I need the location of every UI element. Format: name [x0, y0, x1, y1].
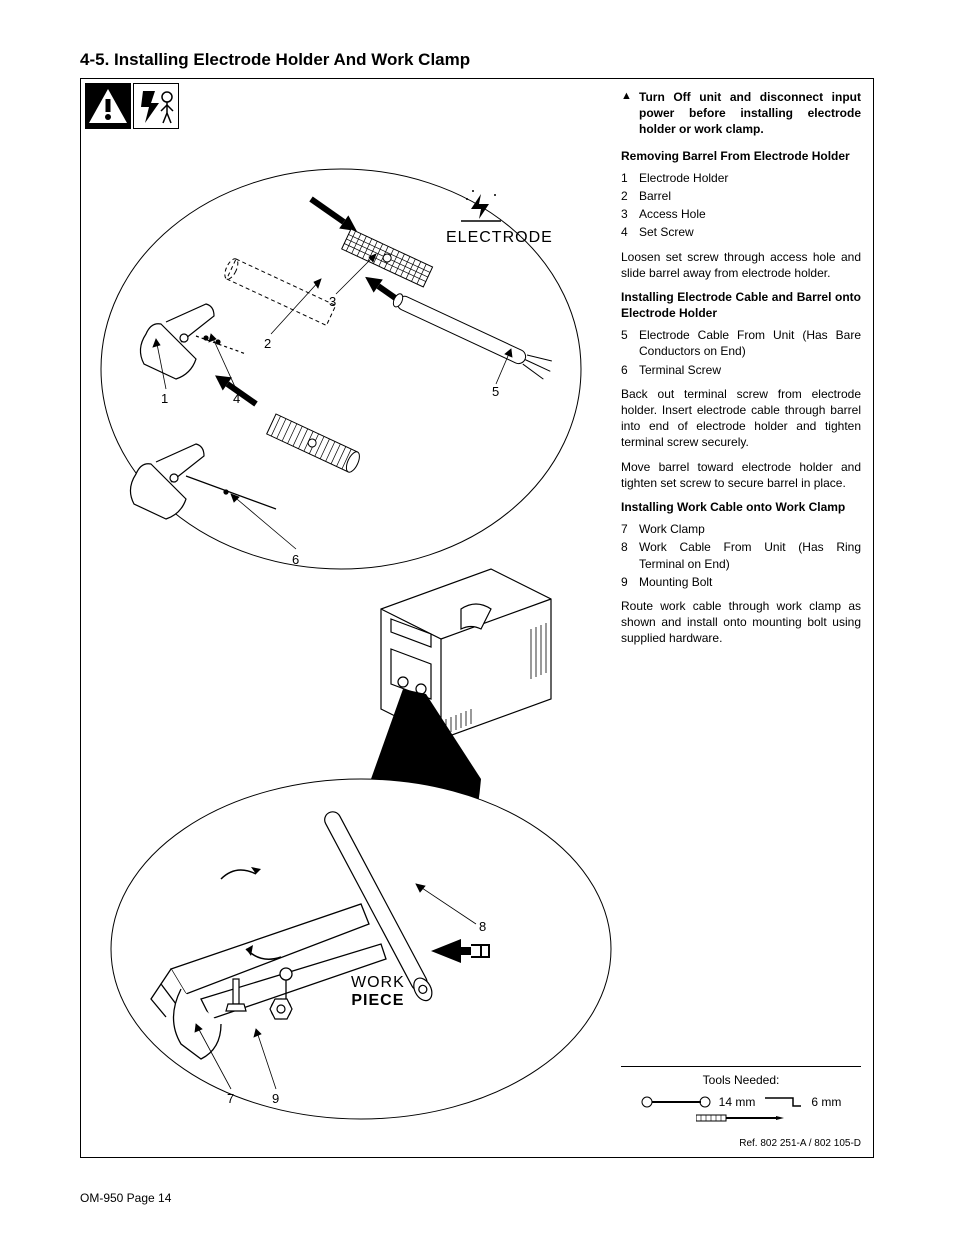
instructions-column: Turn Off unit and disconnect input power… — [621, 89, 861, 654]
tool-size-6mm: 6 mm — [811, 1095, 841, 1109]
list1-t0: Electrode Holder — [639, 170, 728, 186]
work-piece-label: WORK PIECE — [351, 974, 405, 1010]
callout-2: 2 — [264, 336, 271, 351]
list3-t2: Mounting Bolt — [639, 574, 712, 590]
list1-t2: Access Hole — [639, 206, 706, 222]
list3-n2: 9 — [621, 574, 639, 590]
tool-size-14mm: 14 mm — [719, 1095, 756, 1109]
para-route: Route work cable through work clamp as s… — [621, 598, 861, 647]
heading-remove-barrel: Removing Barrel From Electrode Holder — [621, 148, 861, 164]
list2-n1: 6 — [621, 362, 639, 378]
callout-1: 1 — [161, 391, 168, 406]
parts-list-1: 1Electrode Holder 2Barrel 3Access Hole 4… — [621, 170, 861, 241]
heading-install-cable: Installing Electrode Cable and Barrel on… — [621, 289, 861, 321]
callout-8: 8 — [479, 919, 486, 934]
heading-work-cable: Installing Work Cable onto Work Clamp — [621, 499, 861, 515]
list3-n0: 7 — [621, 521, 639, 537]
parts-list-2: 5Electrode Cable From Unit (Has Bare Con… — [621, 327, 861, 378]
list3-t0: Work Clamp — [639, 521, 705, 537]
tools-title: Tools Needed: — [621, 1073, 861, 1087]
list3-t1: Work Cable From Unit (Has Ring Terminal … — [639, 539, 861, 571]
reference-number: Ref. 802 251-A / 802 105-D — [739, 1138, 861, 1149]
list2-n0: 5 — [621, 327, 639, 359]
allen-key-icon — [763, 1095, 803, 1109]
callout-5: 5 — [492, 384, 499, 399]
callout-6: 6 — [292, 552, 299, 567]
list1-t3: Set Screw — [639, 224, 694, 240]
tools-needed-box: Tools Needed: 14 mm 6 mm — [621, 1066, 861, 1127]
para-backout: Back out terminal screw from electrode h… — [621, 386, 861, 451]
list2-t0: Electrode Cable From Unit (Has Bare Cond… — [639, 327, 861, 359]
list2-t1: Terminal Screw — [639, 362, 721, 378]
warning-text: Turn Off unit and disconnect input power… — [639, 89, 861, 138]
parts-list-3: 7Work Clamp 8Work Cable From Unit (Has R… — [621, 521, 861, 590]
list1-n0: 1 — [621, 170, 639, 186]
callout-3: 3 — [329, 294, 336, 309]
section-title: 4-5. Installing Electrode Holder And Wor… — [80, 50, 874, 70]
list1-n3: 4 — [621, 224, 639, 240]
para-loosen: Loosen set screw through access hole and… — [621, 249, 861, 281]
list1-n2: 3 — [621, 206, 639, 222]
callout-9: 9 — [272, 1091, 279, 1106]
callout-7: 7 — [227, 1091, 234, 1106]
list1-t1: Barrel — [639, 188, 671, 204]
para-move-barrel: Move barrel toward electrode holder and … — [621, 459, 861, 491]
list1-n1: 2 — [621, 188, 639, 204]
list3-n1: 8 — [621, 539, 639, 571]
callout-4: 4 — [233, 391, 240, 406]
technical-diagram: ELECTRODE WORK PIECE 1 4 2 3 5 6 8 7 9 — [81, 79, 621, 1157]
work-label-line2: PIECE — [351, 992, 404, 1009]
page-footer: OM-950 Page 14 — [80, 1191, 171, 1205]
wrench-icon — [641, 1096, 711, 1108]
screwdriver-icon — [696, 1113, 786, 1123]
electrode-label: ELECTRODE — [446, 229, 553, 247]
work-label-line1: WORK — [351, 974, 405, 991]
content-frame: ELECTRODE WORK PIECE 1 4 2 3 5 6 8 7 9 T… — [80, 78, 874, 1158]
